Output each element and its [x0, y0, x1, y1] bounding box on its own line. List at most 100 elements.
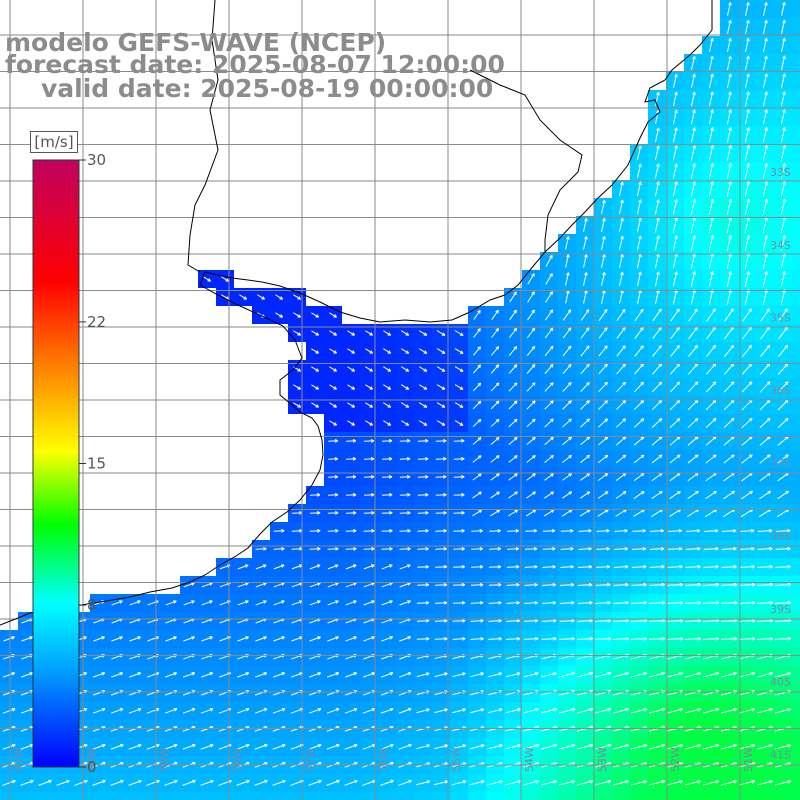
wind-arrow: [326, 743, 340, 750]
wind-arrow: [165, 600, 177, 606]
wind-arrow: [762, 91, 768, 107]
wind-arrow: [775, 564, 791, 569]
wind-arrow: [618, 271, 624, 287]
wind-arrow: [236, 779, 250, 786]
wind-arrow: [542, 546, 556, 551]
wind-arrow: [506, 636, 521, 641]
wind-arrow: [110, 743, 124, 750]
wind-arrow: [345, 636, 357, 642]
wind-arrow: [726, 91, 732, 107]
wind-arrow: [708, 234, 714, 251]
wind-cell: [792, 216, 800, 234]
wind-arrow: [580, 309, 590, 321]
wind-arrow: [703, 546, 719, 551]
wind-arrow: [488, 600, 502, 605]
wind-cell: [324, 792, 342, 800]
wind-arrow: [272, 779, 286, 786]
wind-arrow: [2, 707, 16, 714]
wind-arrow: [310, 493, 321, 497]
wind-arrow: [201, 636, 213, 642]
wind-arrow: [685, 546, 701, 551]
wind-arrow: [435, 457, 447, 461]
wind-arrow: [687, 490, 699, 500]
wind-arrow: [615, 418, 627, 428]
wind-arrow: [470, 672, 484, 678]
wind-arrow: [562, 473, 573, 481]
wind-arrow: [398, 779, 412, 786]
wind-arrow: [399, 475, 411, 479]
wind-arrow: [327, 600, 339, 606]
wind-arrow: [739, 779, 756, 786]
wind-cell: [198, 792, 216, 800]
wind-arrow: [744, 234, 750, 251]
wind-arrow: [473, 309, 481, 320]
wind-arrow: [507, 509, 519, 517]
wind-arrow: [489, 547, 502, 551]
wind-arrow: [562, 418, 572, 428]
colorbar-tick: 15: [79, 455, 106, 473]
wind-arrow: [762, 234, 768, 251]
wind-arrow: [780, 127, 786, 143]
wind-arrow: [666, 636, 684, 641]
wind-arrow: [633, 399, 645, 410]
wind-cell: [162, 792, 180, 800]
wind-arrow: [200, 743, 214, 750]
wind-arrow: [309, 564, 321, 570]
wind-arrow: [473, 364, 482, 374]
wind-arrow: [631, 671, 648, 678]
colorbar-tick-label: 30: [87, 151, 106, 169]
wind-cell: [792, 684, 800, 702]
wind-arrow: [562, 382, 572, 392]
wind-arrow: [469, 744, 485, 750]
wind-arrow: [595, 743, 612, 750]
wind-cell: [234, 792, 252, 800]
wind-arrow: [780, 198, 786, 215]
wind-arrow: [491, 309, 499, 321]
wind-arrow: [580, 436, 591, 446]
wind-arrow: [580, 327, 590, 339]
wind-arrow: [435, 475, 447, 479]
wind-arrow: [526, 473, 536, 481]
wind-arrow: [398, 743, 412, 750]
wind-arrow: [329, 420, 338, 426]
wind-arrow: [507, 546, 520, 551]
wind-arrow: [708, 180, 714, 197]
wind-arrow: [418, 348, 428, 354]
wind-arrow: [490, 491, 500, 499]
wind-arrow: [632, 546, 647, 551]
wind-arrow: [399, 547, 411, 551]
wind-arrow: [418, 330, 428, 336]
wind-arrow: [654, 145, 660, 161]
wind-arrow: [577, 636, 593, 641]
wind-arrow: [452, 600, 466, 605]
wind-arrow: [598, 400, 608, 410]
wind-arrow: [565, 254, 570, 268]
wind-arrow: [559, 779, 576, 786]
wind-arrow: [580, 454, 591, 464]
wind-arrow: [720, 636, 738, 641]
wind-arrow: [723, 381, 735, 393]
latitude-label: 36S: [770, 384, 791, 397]
wind-arrow: [723, 344, 735, 358]
wind-arrow: [74, 779, 88, 786]
wind-arrow: [598, 363, 608, 375]
wind-arrow: [613, 707, 630, 714]
wind-arrow: [544, 473, 554, 481]
wind-arrow: [705, 417, 717, 428]
wind-arrow: [652, 345, 662, 357]
wind-arrow: [618, 235, 624, 251]
longitude-label: 60W: [85, 747, 98, 772]
wind-arrow: [720, 600, 738, 605]
wind-cell: [216, 792, 234, 800]
wind-arrow: [780, 91, 786, 107]
wind-arrow: [738, 600, 756, 605]
wind-arrow: [634, 345, 644, 357]
wind-arrow: [690, 55, 696, 70]
colorbar-tick-label: 0: [87, 758, 97, 776]
wind-cell: [792, 72, 800, 90]
wind-arrow: [598, 308, 608, 321]
wind-arrow: [688, 344, 699, 357]
wind-arrow: [597, 472, 609, 481]
wind-arrow: [544, 309, 554, 321]
